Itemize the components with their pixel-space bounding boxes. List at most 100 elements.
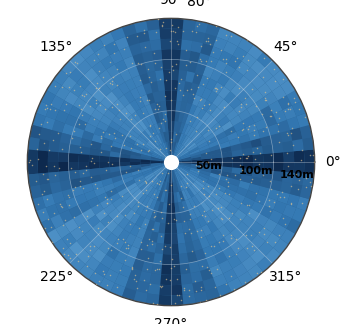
Point: [238, 101, 244, 107]
Point: [123, 111, 129, 116]
Point: [214, 267, 219, 272]
Point: [213, 24, 219, 29]
Point: [222, 190, 228, 195]
Point: [305, 203, 310, 208]
Point: [142, 221, 147, 226]
Point: [277, 194, 283, 200]
Point: [92, 271, 97, 276]
Point: [75, 259, 81, 264]
Point: [181, 204, 186, 210]
Point: [188, 230, 193, 235]
Point: [296, 178, 301, 183]
Point: [232, 58, 238, 64]
Point: [267, 178, 273, 183]
Point: [158, 234, 164, 239]
Point: [80, 229, 85, 234]
Point: [145, 148, 150, 153]
Point: [150, 241, 155, 247]
Point: [35, 201, 40, 206]
Point: [211, 49, 216, 54]
Point: [158, 284, 163, 289]
Point: [96, 69, 102, 74]
Point: [127, 163, 133, 168]
Point: [205, 184, 211, 189]
Point: [36, 131, 41, 136]
Point: [107, 60, 113, 65]
Point: [149, 239, 154, 244]
Point: [251, 133, 256, 138]
Point: [49, 224, 54, 229]
Point: [173, 62, 179, 67]
Point: [129, 265, 135, 270]
Point: [119, 132, 125, 137]
Point: [216, 240, 222, 245]
Point: [213, 86, 219, 91]
Point: [214, 86, 220, 91]
Point: [239, 128, 245, 133]
Point: [201, 103, 207, 108]
Point: [288, 201, 293, 206]
Point: [151, 130, 156, 135]
Point: [94, 185, 100, 190]
Point: [57, 201, 63, 206]
Point: [61, 107, 66, 112]
Point: [115, 82, 120, 87]
Point: [172, 85, 177, 90]
Point: [27, 159, 32, 165]
Point: [288, 131, 294, 136]
Point: [201, 186, 206, 191]
Point: [55, 130, 61, 135]
Point: [104, 197, 110, 202]
Point: [84, 92, 89, 97]
Point: [88, 104, 93, 109]
Point: [100, 268, 106, 273]
Point: [181, 218, 186, 223]
Point: [169, 64, 175, 69]
Point: [274, 192, 280, 197]
Point: [141, 142, 146, 147]
Point: [66, 85, 72, 90]
Point: [244, 232, 249, 237]
Point: [251, 122, 257, 128]
Point: [205, 39, 211, 44]
Point: [172, 301, 177, 306]
Point: [253, 104, 259, 109]
Point: [133, 112, 138, 117]
Point: [277, 232, 282, 237]
Point: [52, 173, 58, 178]
Point: [146, 75, 152, 80]
Point: [42, 226, 48, 231]
Point: [159, 247, 164, 252]
Point: [137, 98, 142, 103]
Point: [154, 266, 159, 272]
Point: [223, 57, 229, 62]
Point: [183, 47, 189, 52]
Point: [178, 297, 183, 303]
Point: [80, 113, 85, 118]
Point: [34, 147, 40, 152]
Point: [276, 115, 281, 120]
Point: [221, 238, 226, 243]
Point: [237, 216, 242, 221]
Point: [201, 192, 207, 197]
Point: [246, 127, 251, 132]
Point: [149, 178, 155, 183]
Point: [148, 281, 153, 286]
Point: [65, 192, 70, 197]
Point: [295, 186, 301, 191]
Point: [268, 208, 273, 214]
Point: [133, 272, 138, 277]
Text: 50m: 50m: [195, 161, 222, 171]
Point: [252, 128, 257, 133]
Point: [82, 121, 88, 126]
Point: [101, 74, 106, 79]
Point: [84, 264, 89, 269]
Point: [71, 87, 77, 92]
Point: [308, 183, 313, 189]
Point: [238, 201, 243, 206]
Point: [147, 147, 152, 152]
Point: [193, 128, 199, 133]
Point: [297, 106, 302, 111]
Point: [56, 165, 62, 170]
Point: [41, 140, 47, 145]
